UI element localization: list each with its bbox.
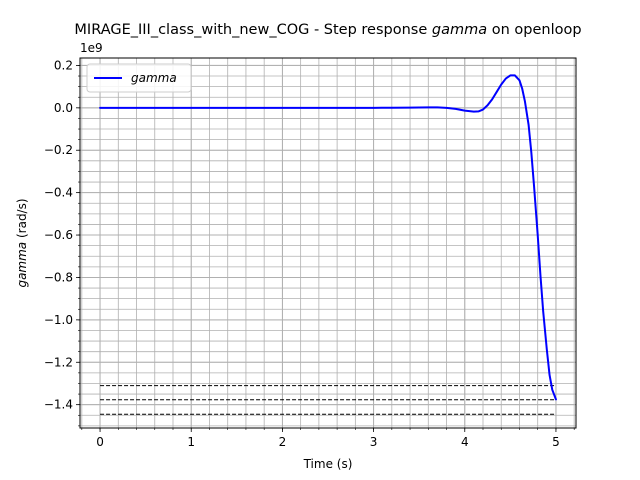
y-tick-label: −1.4: [44, 398, 73, 412]
x-axis-label: Time (s): [303, 457, 353, 471]
chart-title-prefix: MIRAGE_III_class_with_new_COG - Step res…: [74, 22, 431, 38]
x-tick-label: 4: [461, 435, 469, 449]
y-axis-label-unit: (rad/s): [15, 198, 29, 241]
x-tick-label: 2: [279, 435, 287, 449]
x-tick-label: 5: [552, 435, 560, 449]
series-line-gamma: [99, 74, 557, 401]
x-tick-label: 1: [187, 435, 195, 449]
y-axis-label-italic: gamma: [15, 242, 29, 288]
x-tick-label: 3: [370, 435, 378, 449]
plot-frame: [79, 57, 577, 429]
reference-lines: [100, 385, 556, 415]
series-layer: [99, 74, 557, 401]
y-tick-label: −1.0: [44, 313, 73, 327]
legend: gamma: [86, 63, 192, 93]
minor-grid: [80, 58, 576, 428]
x-axis-ticks: 0 1 2 3 4 5: [81, 428, 575, 449]
y-tick-label: −1.2: [44, 355, 73, 369]
legend-box: [86, 63, 192, 93]
chart-title: MIRAGE_III_class_with_new_COG - Step res…: [74, 22, 581, 38]
y-offset-label: 1e9: [80, 41, 103, 55]
y-axis-label: gamma (rad/s): [15, 198, 29, 287]
y-axis-ticks: 0.2 0.0 −0.2 −0.4 −0.6 −0.8 −1.0 −1.2 −1.4: [44, 58, 80, 427]
y-tick-label: −0.6: [44, 228, 73, 242]
y-tick-label: 0.0: [54, 101, 73, 115]
y-tick-label: −0.2: [44, 143, 73, 157]
chart-title-suffix: on openloop: [487, 22, 581, 38]
x-tick-label: 0: [96, 435, 104, 449]
legend-label: gamma: [131, 71, 177, 85]
chart-title-italic: gamma: [432, 22, 487, 38]
y-tick-label: 0.2: [54, 58, 73, 72]
y-tick-label: −0.8: [44, 270, 73, 284]
y-tick-label: −0.4: [44, 186, 73, 200]
